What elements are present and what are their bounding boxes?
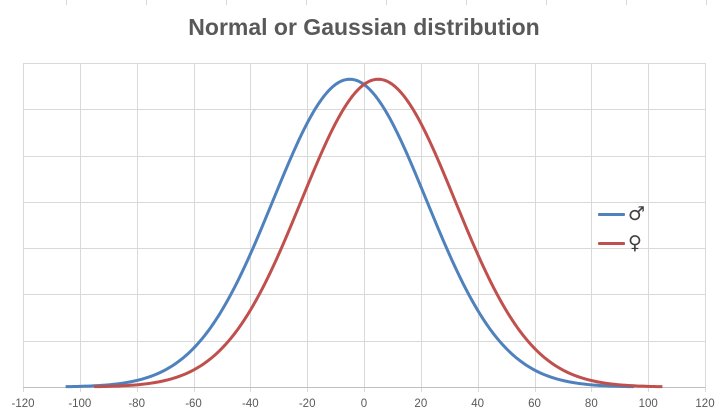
chart-title: Normal or Gaussian distribution — [188, 14, 540, 40]
x-tick-label: -60 — [185, 398, 202, 410]
cell-border — [386, 0, 387, 5]
x-tick-label: -80 — [128, 398, 145, 410]
cell-border — [66, 0, 67, 5]
cell-border — [706, 0, 707, 5]
legend: ♂ ♀ — [598, 200, 645, 258]
female-symbol-icon: ♀ — [628, 232, 642, 254]
cell-border — [306, 0, 307, 5]
x-axis-tick-labels: -120 -100 -80 -60 -40 -20 0 20 40 60 80 100 120 — [11, 398, 714, 410]
cell-border — [546, 0, 547, 5]
spreadsheet-cell-borders — [0, 0, 728, 6]
x-tick-label: 40 — [471, 398, 484, 410]
series-male-curve — [65, 77, 634, 389]
x-tick-label: 20 — [414, 398, 427, 410]
x-tick-label: 120 — [695, 398, 714, 410]
series-female-curve — [94, 77, 663, 389]
x-tick-label: 100 — [639, 398, 658, 410]
cell-border — [626, 0, 627, 5]
legend-swatch-male — [598, 213, 625, 216]
legend-swatch-female — [598, 242, 625, 245]
x-tick-label: 80 — [585, 398, 598, 410]
x-tick-label: 0 — [361, 398, 367, 410]
x-tick-label: -120 — [11, 398, 34, 410]
x-tick-label: 60 — [528, 398, 541, 410]
cell-border — [466, 0, 467, 5]
data-series — [65, 77, 663, 389]
legend-item-male: ♂ — [598, 200, 645, 229]
x-tick-label: -40 — [242, 398, 259, 410]
x-tick-label: -20 — [299, 398, 316, 410]
gridlines — [23, 63, 706, 392]
cell-border — [226, 0, 227, 5]
x-tick-label: -100 — [68, 398, 91, 410]
male-symbol-icon: ♂ — [628, 203, 646, 225]
legend-item-female: ♀ — [598, 229, 645, 258]
cell-border — [146, 0, 147, 5]
